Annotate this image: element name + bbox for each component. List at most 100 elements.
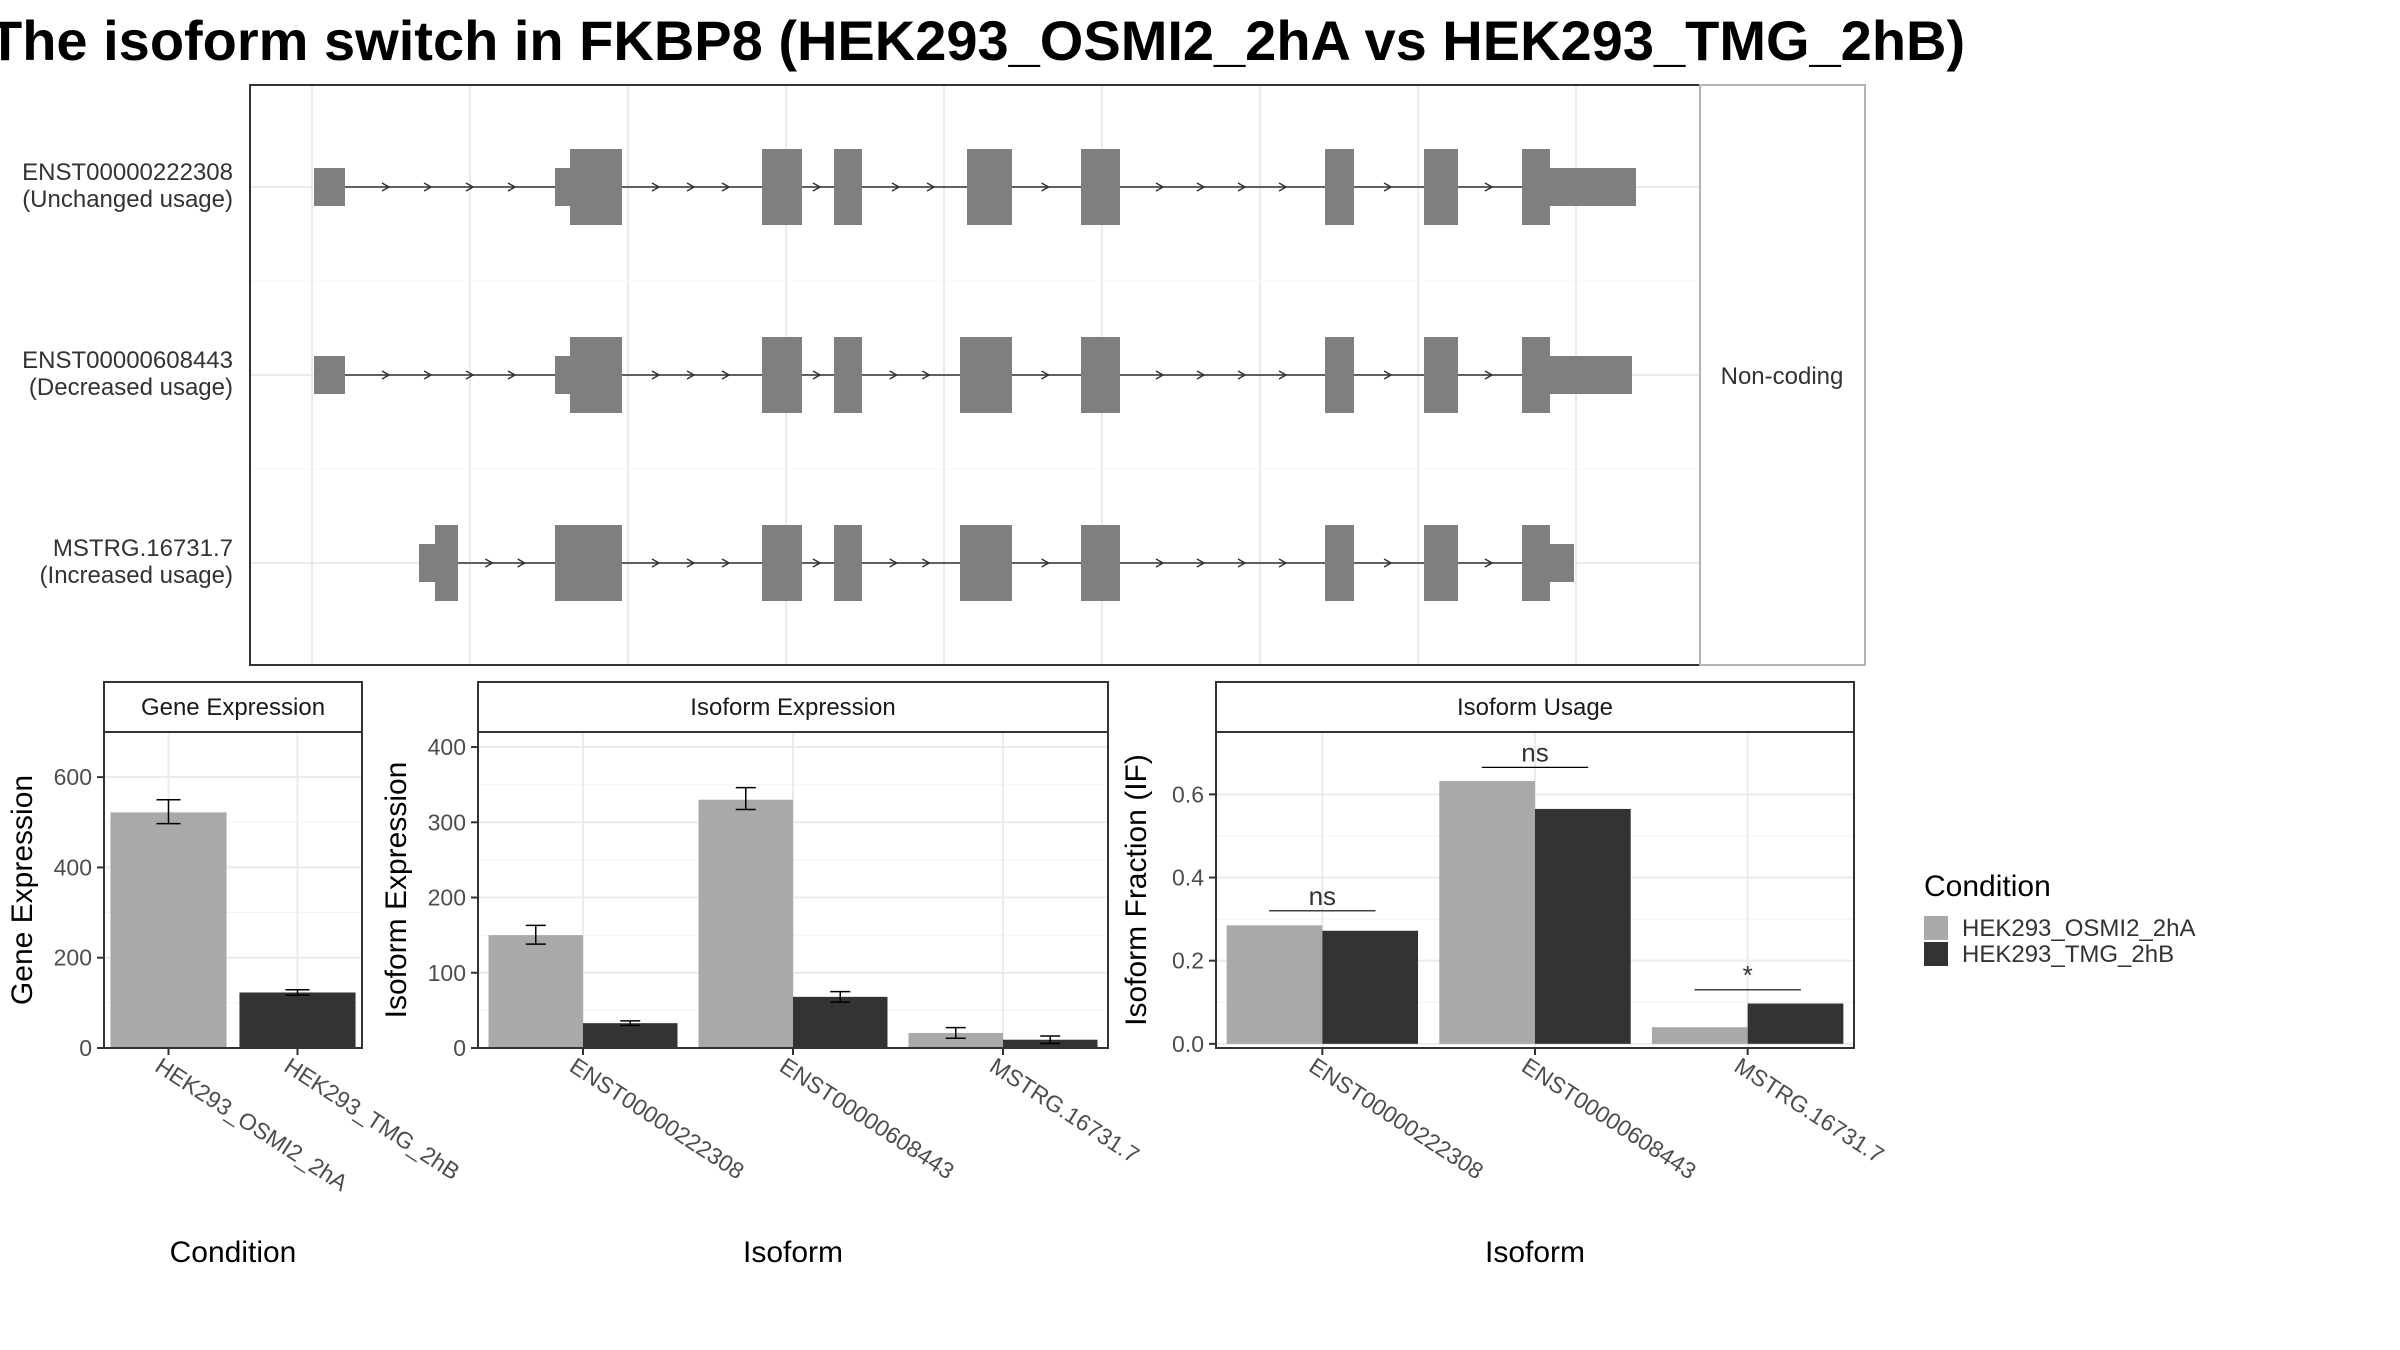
utr-exon [555,168,570,206]
coding-exon [435,525,458,601]
intron-arrow [721,182,731,192]
coding-exon [1522,525,1550,601]
bar-ENST00000608443-HEK293_TMG_2hB [1535,808,1631,1044]
intron-arrow [1196,370,1206,380]
intron-arrow [651,370,661,380]
coding-exon [834,149,862,225]
intron-arrow [1196,182,1206,192]
coding-exon [1522,149,1550,225]
bar-ENST00000222308-HEK293_TMG_2hB [583,1023,678,1048]
intron-arrow [1041,182,1051,192]
strip-label: Gene Expression [141,694,325,721]
y-axis-title: Isoform Expression [380,762,413,1019]
panel-strip [103,681,363,733]
coding-exon [762,149,802,225]
strip-label-non-coding: Non-coding [1721,363,1844,390]
intron-arrow [926,182,936,192]
transcript-ENST00000608443 [314,337,1632,413]
intron-arrow [891,182,901,192]
intron-arrow [812,558,822,568]
y-tick-label: 0 [79,1035,92,1061]
coding-exon [555,525,622,601]
bar-ENST00000608443-HEK293_OSMI2_2hA [698,799,793,1048]
coding-exon [570,149,622,225]
panel-border [103,731,363,1049]
intron-arrow [1278,370,1288,380]
isoform-expression-panel: Isoform Expression 0 100 200 300 400 ENST00000… [380,681,1144,1269]
intron-arrow [1237,558,1247,568]
intron-arrow [1237,370,1247,380]
y-axis-title: Gene Expression [6,775,39,1005]
utr-exon [555,356,570,394]
legend-swatch [1924,942,1948,966]
x-axis-title: Isoform [743,1236,843,1269]
intron-arrow [465,370,475,380]
intron-arrow [507,182,517,192]
x-tick-label: ENST00000222308 [565,1052,749,1184]
utr-exon [1550,168,1636,206]
y-tick-label: 200 [54,945,92,971]
gene-expression-panel: Gene Expression0200400600HEK293_OSMI2_2h… [6,681,464,1269]
x-axis-title: Isoform [1485,1236,1585,1269]
intron-arrow [1196,558,1206,568]
coding-exon [834,525,862,601]
bar-ENST00000608443-HEK293_OSMI2_2hA [1439,781,1535,1044]
utr-exon [419,544,435,582]
utr-exon [314,356,345,394]
coding-exon [1325,337,1354,413]
intron-arrow [1155,182,1165,192]
bar-ENST00000222308-HEK293_TMG_2hB [1322,930,1419,1044]
intron-arrow [812,370,822,380]
intron-arrow [812,182,822,192]
intron-arrow [381,370,391,380]
intron-arrow [921,370,931,380]
coding-exon [570,337,622,413]
intron-arrow [1278,182,1288,192]
y-tick-label: 0.4 [1172,865,1204,891]
transcript-structure-panel: ENST00000222308(Unchanged usage) ENST0000… [22,84,1866,666]
intron-arrow [721,558,731,568]
intron-arrow [686,558,696,568]
transcript-strip [1699,84,1866,666]
coding-exon [1424,337,1458,413]
intron-arrow [651,182,661,192]
bar-MSTRG.16731.7-HEK293_OSMI2_2hA [1651,1027,1748,1044]
intron-arrow [1155,370,1165,380]
y-tick-label: 0.0 [1172,1031,1204,1057]
bar-ENST00000222308-HEK293_OSMI2_2hA [1226,925,1323,1044]
x-tick-label: ENST00000222308 [1305,1052,1489,1184]
coding-exon [1081,337,1120,413]
intron-arrow [465,182,475,192]
coding-exon [1522,337,1550,413]
bar-ENST00000608443-HEK293_TMG_2hB [793,996,888,1048]
coding-exon [834,337,862,413]
y-tick-label: 100 [428,960,466,986]
intron-arrow [1041,370,1051,380]
utr-exon [1550,356,1632,394]
legend-title: Condition [1924,870,2051,903]
transcript-usage-label: (Increased usage) [40,562,233,589]
bar-ENST00000222308-HEK293_OSMI2_2hA [488,935,583,1048]
intron-arrow [686,182,696,192]
strip-label: Isoform Usage [1457,694,1613,721]
panel-strip [477,681,1109,733]
transcript-usage-label: (Decreased usage) [29,374,233,401]
coding-exon [1424,525,1458,601]
y-tick-label: 0 [453,1035,466,1061]
coding-exon [967,149,1012,225]
y-tick-label: 400 [54,854,92,880]
significance-label: ns [1521,737,1548,767]
transcript-usage-label: (Unchanged usage) [22,186,233,213]
intron-arrow [507,370,517,380]
x-tick-label: MSTRG.16731.7 [1730,1052,1889,1168]
intron-arrow [686,370,696,380]
intron-arrow [1278,558,1288,568]
coding-exon [1325,525,1354,601]
coding-exon [1081,149,1120,225]
intron-arrow [423,182,433,192]
intron-arrow [889,558,899,568]
transcript-MSTRG.16731.7 [419,525,1574,601]
transcript-id-label: ENST00000222308 [22,159,233,186]
intron-arrow [1383,182,1393,192]
